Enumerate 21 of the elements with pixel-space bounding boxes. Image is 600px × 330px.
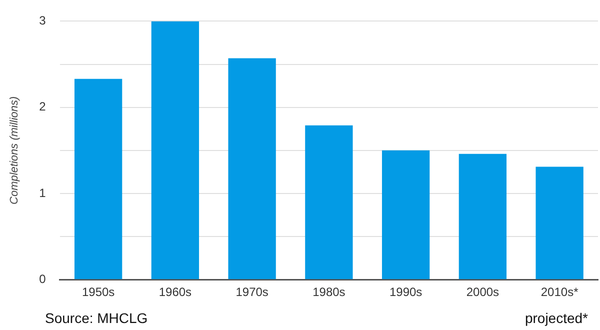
y-tick-label: 0 <box>39 272 46 286</box>
x-tick-label: 1950s <box>82 285 115 300</box>
bar <box>74 78 122 280</box>
bar <box>228 58 276 280</box>
bar <box>382 150 430 280</box>
x-tick-label: 1960s <box>158 285 192 300</box>
x-tick-label: 2000s <box>466 285 500 300</box>
x-tick-label: 1980s <box>312 285 346 300</box>
source-note: Source: MHCLG <box>45 310 148 326</box>
bar <box>536 166 584 280</box>
bar <box>305 125 353 280</box>
y-tick-label: 1 <box>39 186 46 200</box>
text: projected* <box>524 310 588 326</box>
bar <box>458 154 507 280</box>
x-tick-label: 2010s* <box>540 285 579 300</box>
x-tick-label: 1990s <box>389 285 422 300</box>
y-axis-title: Completions (millions) <box>8 96 21 204</box>
y-tick-label: 2 <box>39 100 46 114</box>
y-tick-label: 3 <box>39 14 46 28</box>
x-tick-label: 1970s <box>236 285 268 300</box>
bar <box>151 21 200 280</box>
